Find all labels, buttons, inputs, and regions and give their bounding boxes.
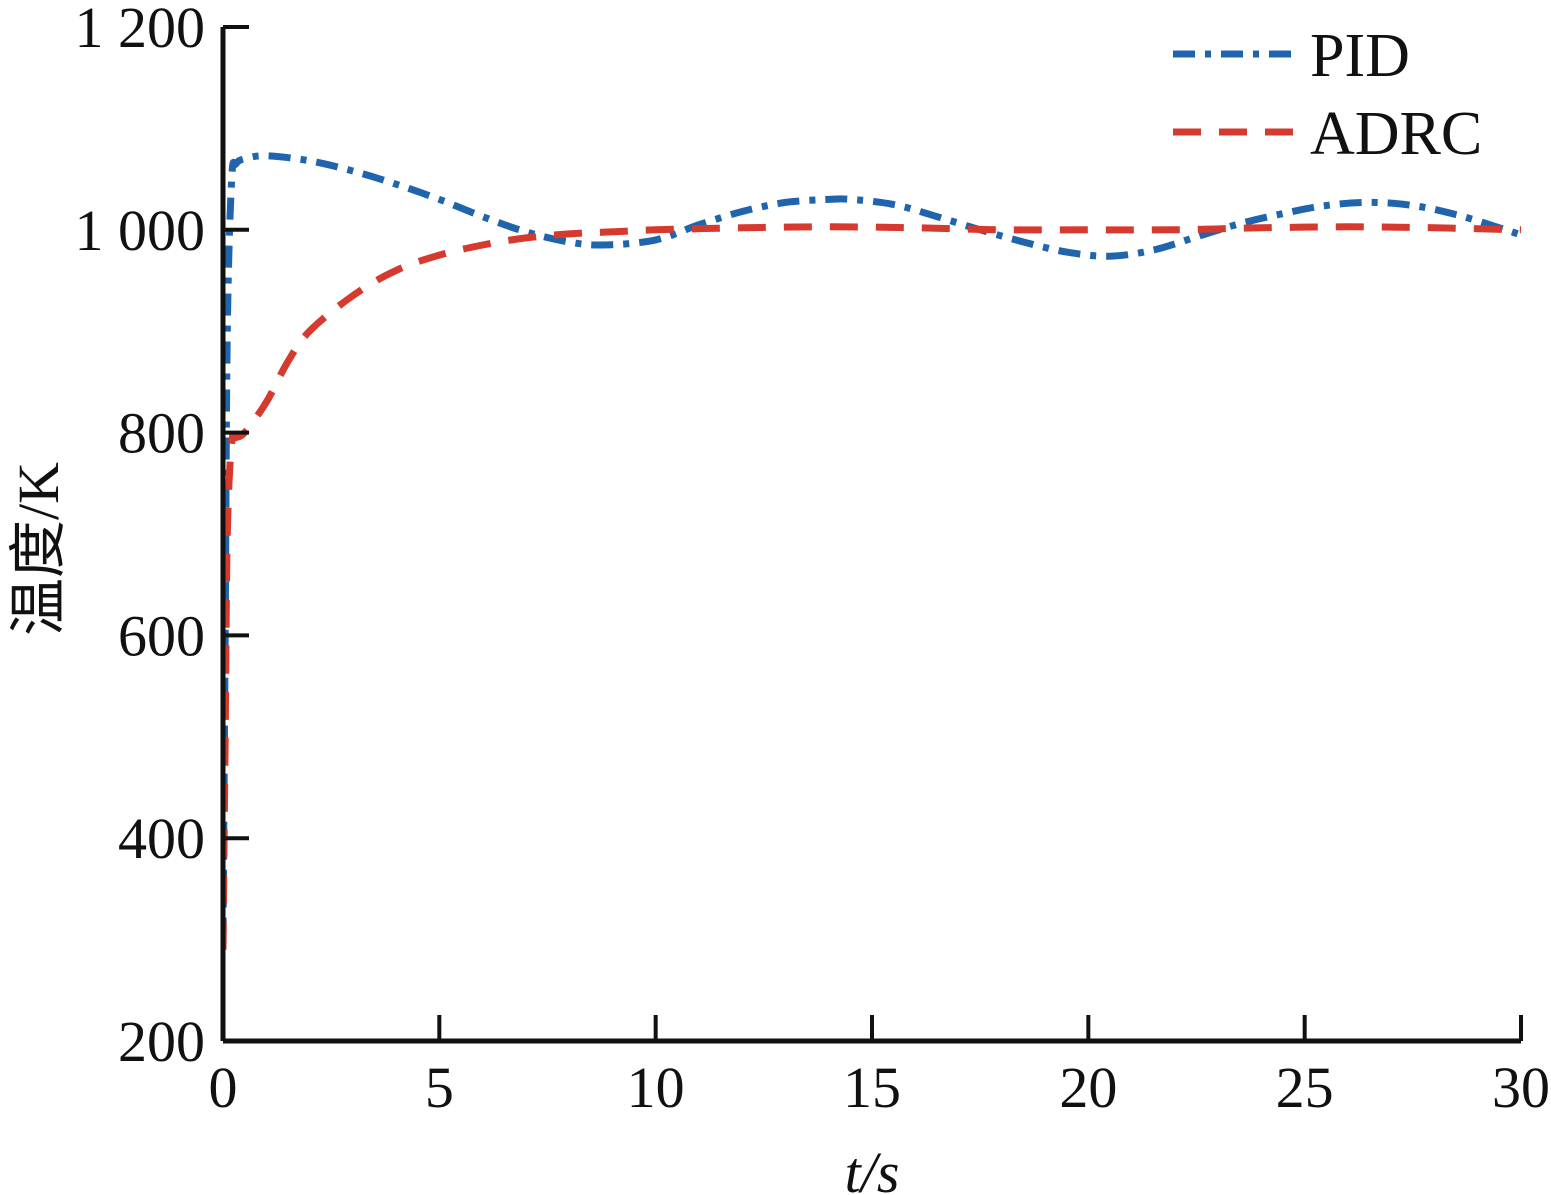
y-tick-label: 800 (118, 401, 205, 466)
x-axis-title: t/s (845, 1140, 900, 1195)
y-axis-title: 温度/K (6, 462, 71, 636)
y-tick-label: 600 (118, 603, 205, 668)
y-tick-label: 1 000 (75, 198, 206, 263)
axis-titles: 温度/K t/s (6, 462, 899, 1195)
x-tick-label: 15 (843, 1055, 901, 1120)
x-tick-label: 25 (1276, 1055, 1334, 1120)
x-tick-label: 5 (425, 1055, 454, 1120)
ticks-layer: 0 5 10 15 20 25 30 200 400 600 800 1 000 1 200 (75, 0, 1551, 1120)
x-tick-label: 0 (209, 1055, 238, 1120)
axes-layer (220, 27, 1521, 1044)
legend-label-pid: PID (1310, 22, 1410, 90)
legend: PID ADRC (1173, 22, 1482, 168)
series-layer (223, 152, 1523, 950)
x-tick-label: 20 (1059, 1055, 1117, 1120)
series-line-adrc (223, 223, 1522, 950)
x-tick-label: 10 (627, 1055, 685, 1120)
y-tick-label: 1 200 (75, 0, 206, 60)
y-tick-label: 400 (118, 806, 205, 871)
legend-label-adrc: ADRC (1310, 100, 1482, 168)
x-tick-label: 30 (1492, 1055, 1550, 1120)
series-line-pid (223, 152, 1523, 940)
y-tick-label: 200 (118, 1009, 205, 1074)
